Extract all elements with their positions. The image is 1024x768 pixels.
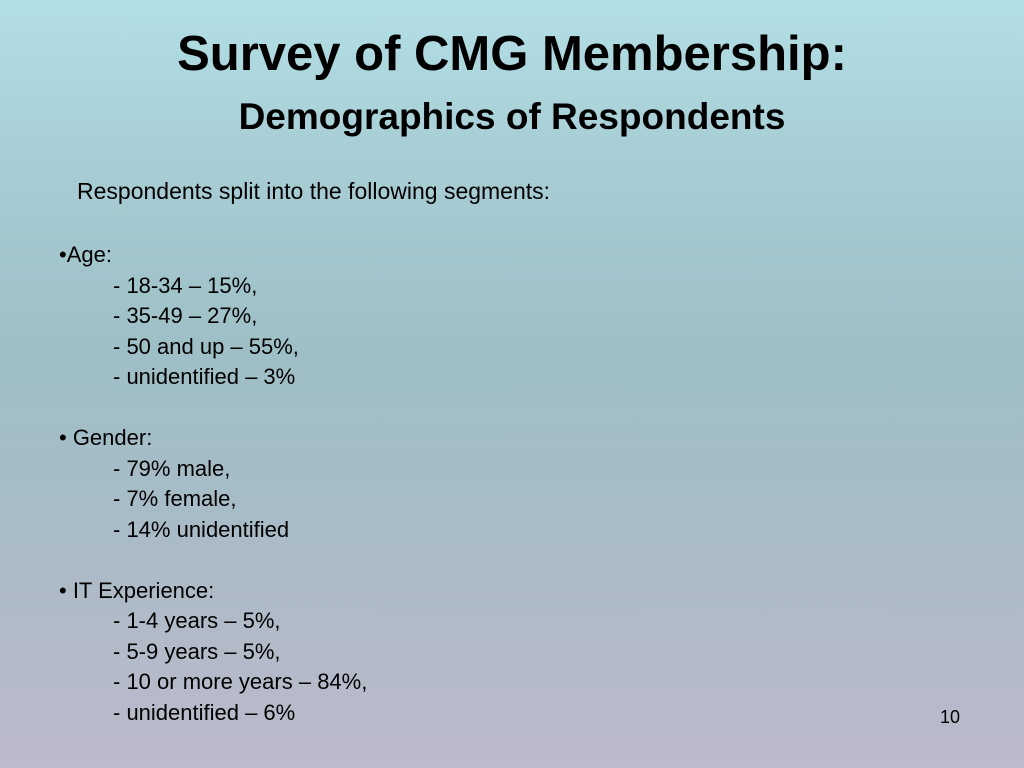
section-heading-gender: • Gender: — [59, 425, 153, 450]
list-item: - 50 and up – 55%, — [113, 333, 299, 359]
spacer — [59, 393, 367, 424]
list-item: - 35-49 – 27%, — [113, 303, 258, 328]
list-item: - 7% female, — [113, 486, 237, 511]
bullet-list: •Age: - 18-34 – 15%, - 35-49 – 27%, - 50… — [59, 240, 367, 728]
list-item: - unidentified – 3% — [113, 364, 296, 389]
list-item: - 1-4 years – 5%, — [113, 608, 281, 633]
slide-subtitle: Demographics of Respondents — [238, 96, 786, 137]
intro-text: Respondents split into the following seg… — [77, 178, 551, 204]
list-item: - 5-9 years – 5%, — [113, 638, 281, 664]
section-heading-age: •Age: — [59, 242, 112, 267]
page-number: 10 — [939, 707, 961, 727]
slide-title: Survey of CMG Membership: — [177, 27, 847, 81]
list-item: - unidentified – 6% — [113, 699, 296, 725]
list-item: - 18-34 – 15%, — [113, 272, 258, 298]
list-item: - 10 or more years – 84%, — [113, 669, 368, 694]
spacer — [59, 545, 367, 576]
list-item: - 79% male, — [113, 455, 231, 481]
list-item: - 14% unidentified — [113, 516, 290, 542]
section-heading-it-experience: • IT Experience: — [59, 577, 215, 603]
